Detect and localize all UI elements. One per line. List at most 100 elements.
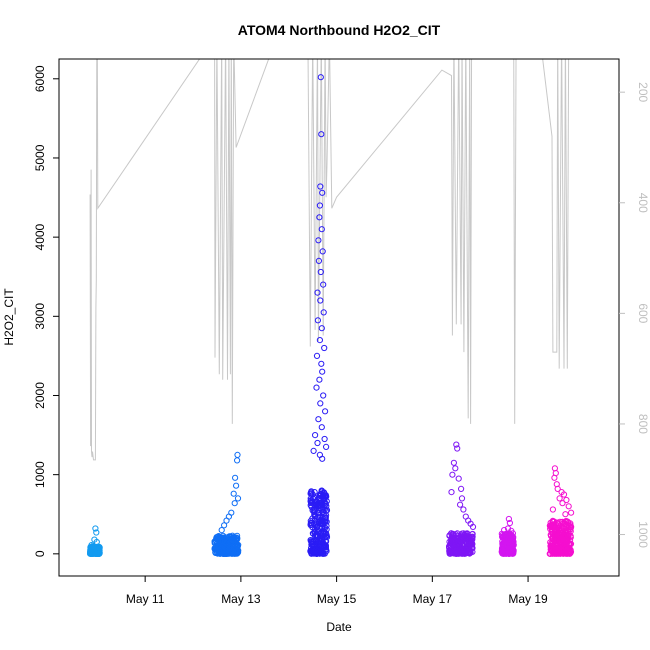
- scatter-point: [316, 376, 323, 383]
- scatter-point: [317, 490, 324, 497]
- scatter-point: [318, 424, 325, 431]
- scatter-point: [316, 546, 323, 553]
- scatter-point: [309, 498, 316, 505]
- scatter-point: [554, 485, 561, 492]
- y-axis-label: H2O2_CIT: [2, 288, 16, 346]
- scatter-point: [321, 344, 328, 352]
- scatter-cluster: [546, 465, 575, 557]
- scatter-point: [564, 532, 572, 539]
- scatter-point: [505, 515, 512, 523]
- scatter-point: [500, 540, 507, 547]
- scatter-point: [318, 325, 325, 332]
- scatter-point: [556, 495, 563, 502]
- right-y-tick-label: 800: [636, 414, 650, 434]
- scatter-point: [319, 368, 326, 375]
- scatter-point: [451, 550, 458, 557]
- scatter-point: [454, 544, 462, 551]
- y-tick-label: 6000: [33, 65, 47, 92]
- y-tick-label: 4000: [33, 223, 47, 250]
- scatter-point: [502, 550, 509, 557]
- scatter-point: [315, 257, 322, 264]
- scatter-point: [448, 489, 455, 496]
- scatter-point: [556, 537, 563, 544]
- scatter-point: [221, 535, 228, 542]
- scatter-point: [554, 546, 561, 553]
- x-tick-label: May 19: [508, 592, 548, 606]
- scatter-point: [312, 432, 319, 439]
- scatter-point: [551, 465, 559, 472]
- scatter-point: [316, 337, 323, 344]
- scatter-point: [549, 506, 557, 513]
- scatter-point: [315, 237, 322, 244]
- scatter-point: [317, 74, 324, 81]
- scatter-point: [456, 549, 463, 557]
- scatter-point: [314, 439, 321, 447]
- right-y-tick-label: 600: [636, 303, 650, 323]
- scatter-point: [320, 392, 327, 399]
- scatter-point: [563, 538, 570, 545]
- chart-title: ATOM4 Northbound H2O2_CIT: [238, 22, 441, 38]
- right-y-tick-label: 400: [636, 193, 650, 213]
- scatter-point: [323, 507, 331, 514]
- scatter-point: [212, 549, 219, 556]
- x-axis: May 11 May 13 May 15 May 17 May 19: [126, 576, 548, 606]
- scatter-point: [317, 400, 324, 407]
- y-tick-label: 3000: [33, 303, 47, 330]
- scatter-point: [235, 548, 242, 555]
- scatter-point: [455, 475, 462, 482]
- scatter-point: [313, 352, 321, 359]
- scatter-cluster: [307, 74, 331, 557]
- scatter-point: [316, 500, 323, 507]
- scatter-point: [318, 226, 325, 233]
- scatter-point: [501, 531, 509, 538]
- scatter-point: [317, 492, 324, 500]
- scatter-point: [317, 183, 324, 190]
- scatter-point: [319, 189, 326, 196]
- scatter-point: [457, 501, 464, 508]
- scatter-point: [453, 441, 460, 448]
- scatter-point: [452, 465, 459, 472]
- gray-line-series: [89, 59, 570, 461]
- scatter-point: [319, 248, 326, 255]
- scatter-point: [508, 550, 515, 557]
- scatter-point: [468, 534, 475, 541]
- scatter-point: [550, 522, 557, 529]
- scatter-point: [449, 471, 456, 478]
- scatter-point: [501, 527, 508, 534]
- scatter-point: [552, 532, 559, 539]
- scatter-point: [561, 528, 569, 535]
- scatter-point: [234, 451, 241, 458]
- scatter-point: [234, 457, 241, 464]
- scatter-point: [469, 523, 477, 531]
- scatter-point: [317, 268, 324, 276]
- scatter-point: [212, 539, 219, 546]
- scatter-point: [226, 544, 233, 551]
- scatter-cluster: [446, 441, 477, 557]
- y-tick-label: 1000: [33, 461, 47, 488]
- scatter-point: [547, 546, 554, 553]
- scatter-point: [563, 496, 570, 504]
- scatter-point: [506, 519, 513, 527]
- scatter-point: [450, 459, 457, 466]
- scatter-point: [508, 527, 515, 535]
- scatter-cluster: [498, 515, 517, 557]
- scatter-point: [565, 503, 572, 510]
- plot-frame: [58, 58, 620, 577]
- scatter-point: [459, 549, 466, 556]
- scatter-point: [322, 408, 329, 415]
- y-tick-label: 0: [33, 550, 47, 557]
- scatter-point: [93, 529, 100, 536]
- scatter-point: [223, 550, 230, 557]
- scatter-point: [446, 532, 453, 539]
- scatter-point: [510, 542, 517, 549]
- scatter-point: [317, 297, 324, 304]
- scatter-point: [313, 384, 320, 391]
- scatter-point: [449, 531, 456, 538]
- y-tick-label: 5000: [33, 144, 47, 171]
- scatter-point: [446, 538, 453, 545]
- scatter-point: [556, 547, 563, 554]
- scatter-point: [464, 546, 471, 554]
- x-tick-label: May 11: [126, 592, 165, 606]
- scatter-point: [216, 538, 223, 545]
- scatter-point: [316, 202, 323, 209]
